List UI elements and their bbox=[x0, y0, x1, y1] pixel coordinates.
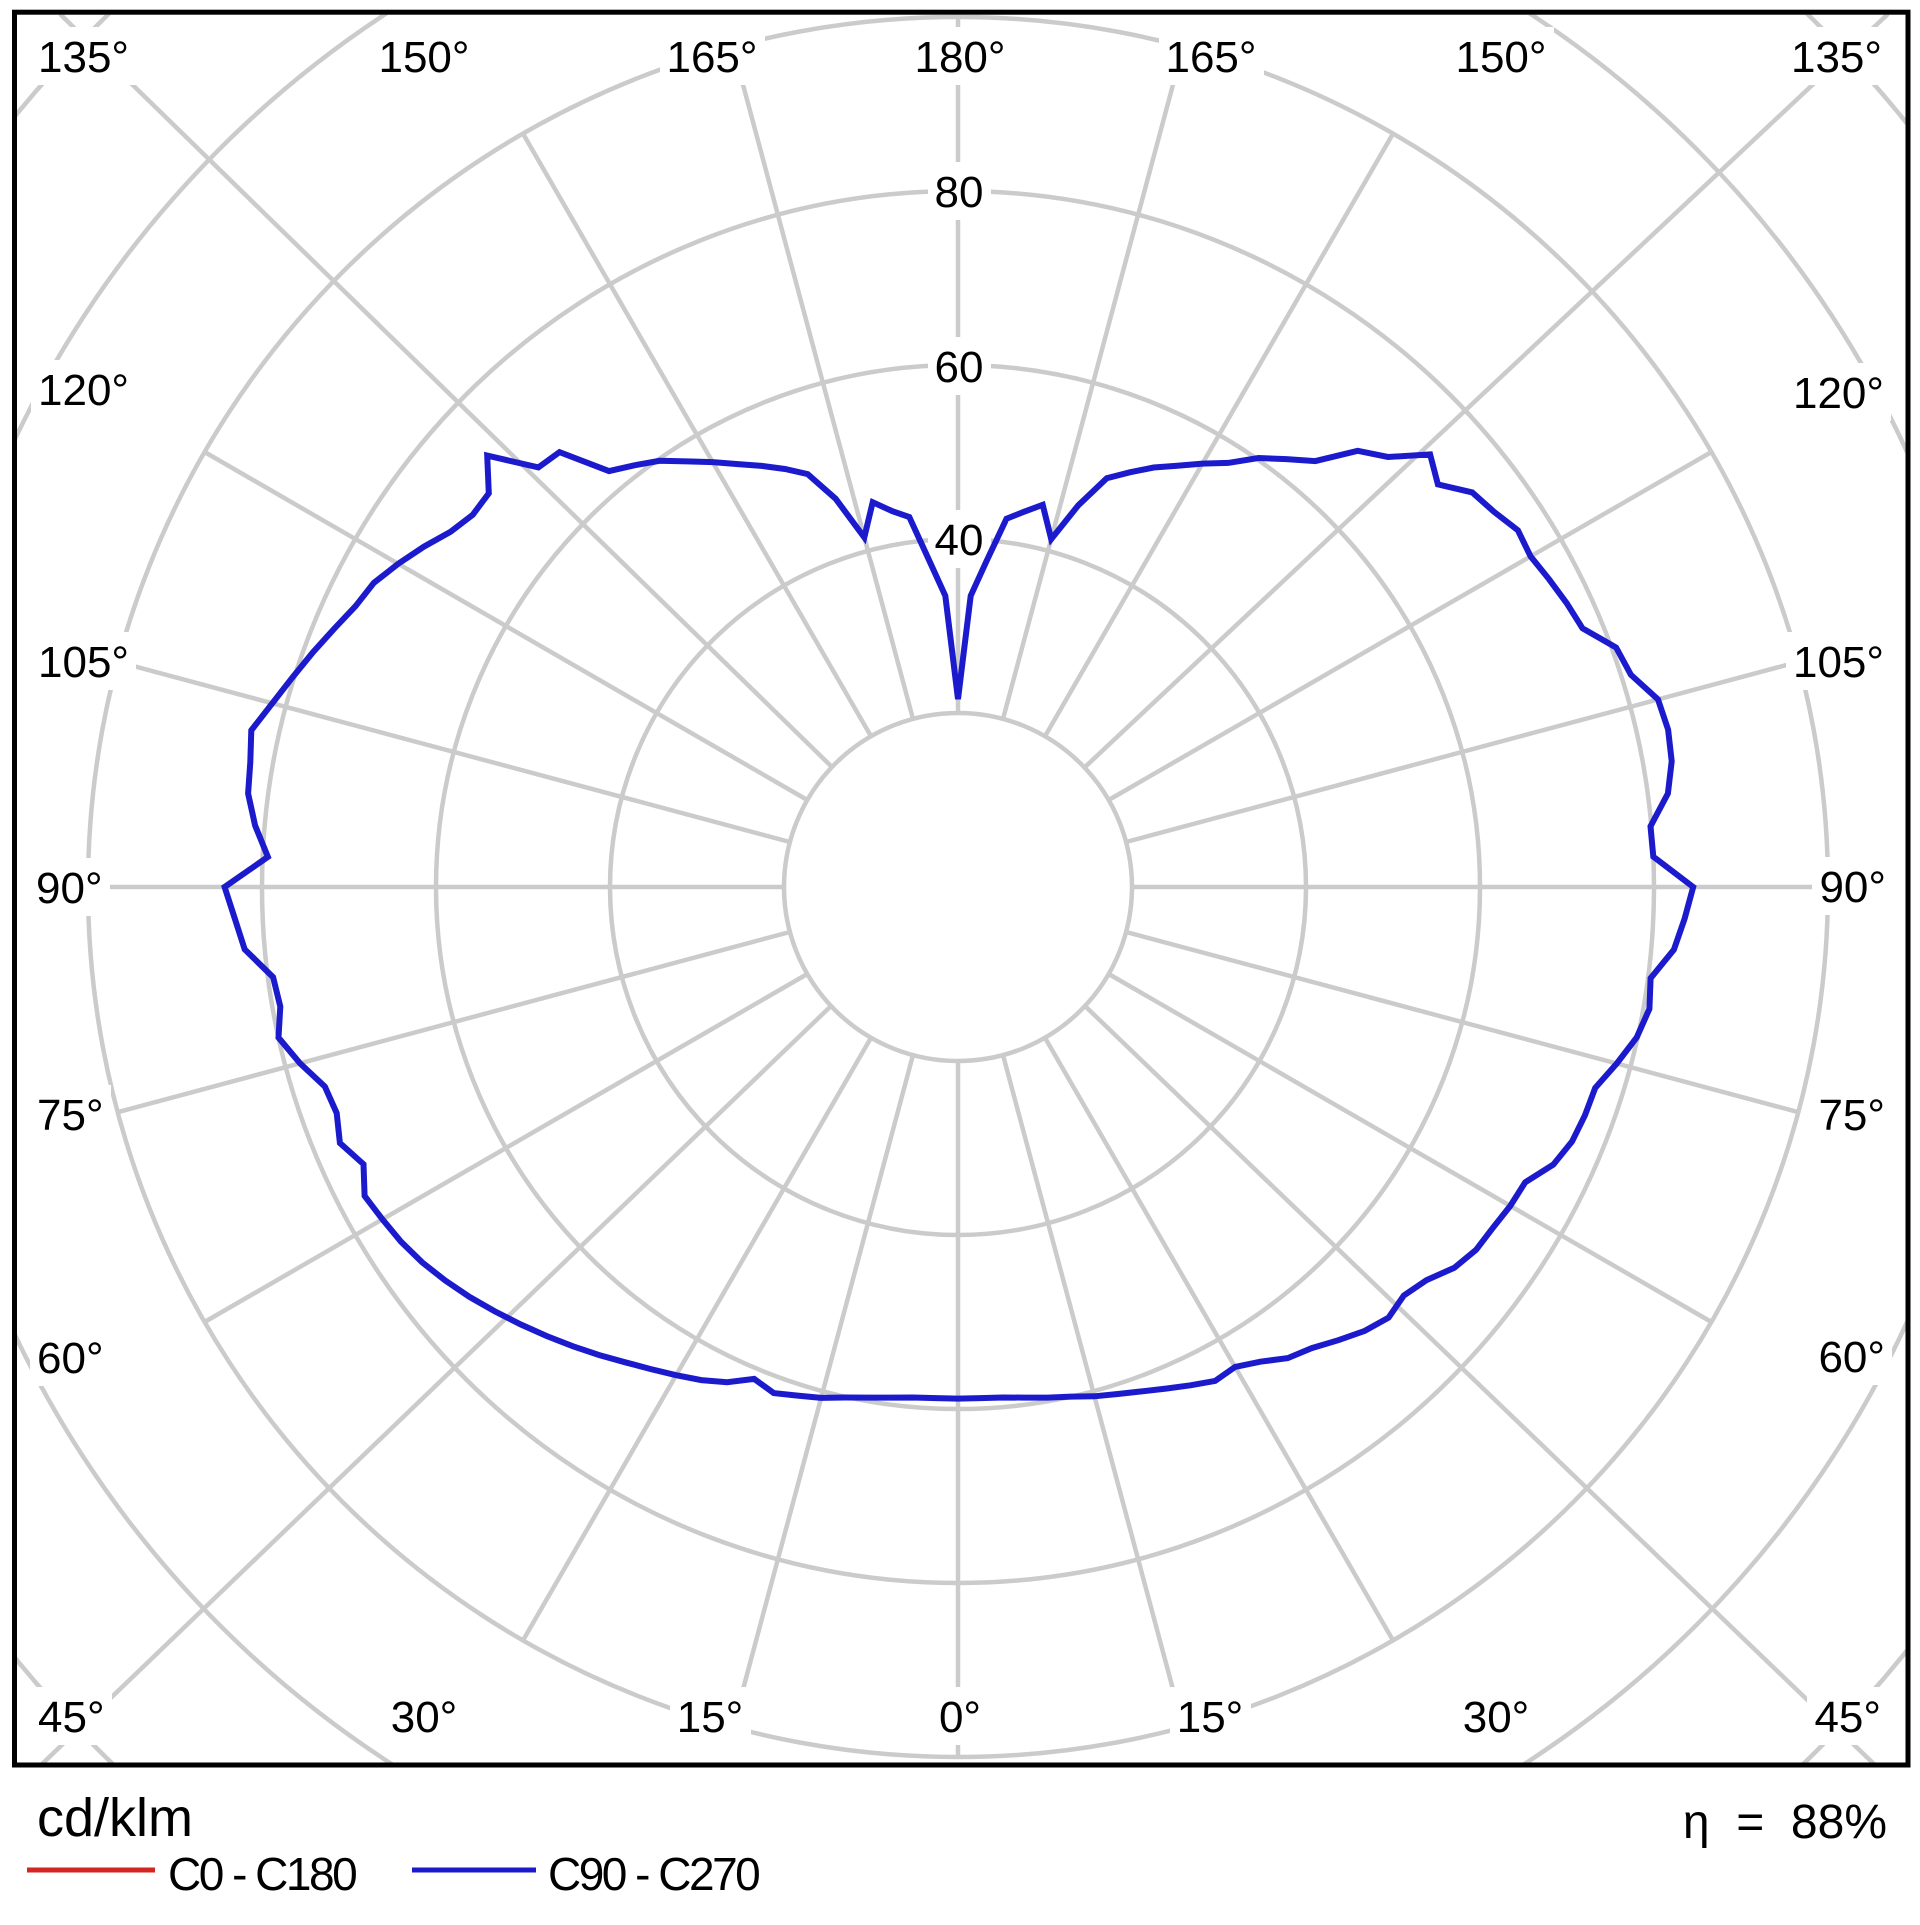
svg-text:η = 88%: η = 88% bbox=[1683, 1796, 1887, 1849]
svg-text:120°: 120° bbox=[1793, 369, 1884, 418]
svg-text:40: 40 bbox=[935, 516, 984, 565]
svg-text:80: 80 bbox=[935, 168, 984, 217]
svg-text:135°: 135° bbox=[1791, 33, 1882, 82]
svg-text:105°: 105° bbox=[1793, 638, 1884, 687]
svg-text:60°: 60° bbox=[37, 1334, 104, 1383]
svg-text:60°: 60° bbox=[1818, 1333, 1885, 1382]
svg-text:75°: 75° bbox=[37, 1091, 104, 1140]
svg-text:45°: 45° bbox=[1814, 1693, 1881, 1742]
svg-text:15°: 15° bbox=[1177, 1693, 1244, 1742]
svg-text:150°: 150° bbox=[1455, 33, 1546, 82]
svg-text:135°: 135° bbox=[38, 33, 129, 82]
svg-text:C90 - C270: C90 - C270 bbox=[548, 1848, 759, 1900]
svg-text:45°: 45° bbox=[38, 1693, 105, 1742]
svg-text:30°: 30° bbox=[1463, 1693, 1530, 1742]
svg-text:C0 - C180: C0 - C180 bbox=[168, 1848, 356, 1900]
svg-text:165°: 165° bbox=[666, 33, 757, 82]
svg-text:cd/klm: cd/klm bbox=[37, 1788, 193, 1848]
svg-text:75°: 75° bbox=[1818, 1091, 1885, 1140]
svg-text:0°: 0° bbox=[939, 1693, 981, 1742]
svg-text:15°: 15° bbox=[677, 1693, 744, 1742]
svg-text:150°: 150° bbox=[378, 33, 469, 82]
svg-text:105°: 105° bbox=[38, 638, 129, 687]
svg-text:165°: 165° bbox=[1165, 33, 1256, 82]
svg-text:60: 60 bbox=[935, 343, 984, 392]
svg-text:180°: 180° bbox=[914, 33, 1005, 82]
svg-text:90°: 90° bbox=[36, 864, 103, 913]
svg-text:90°: 90° bbox=[1819, 863, 1886, 912]
svg-text:30°: 30° bbox=[391, 1693, 458, 1742]
svg-text:120°: 120° bbox=[38, 366, 129, 415]
